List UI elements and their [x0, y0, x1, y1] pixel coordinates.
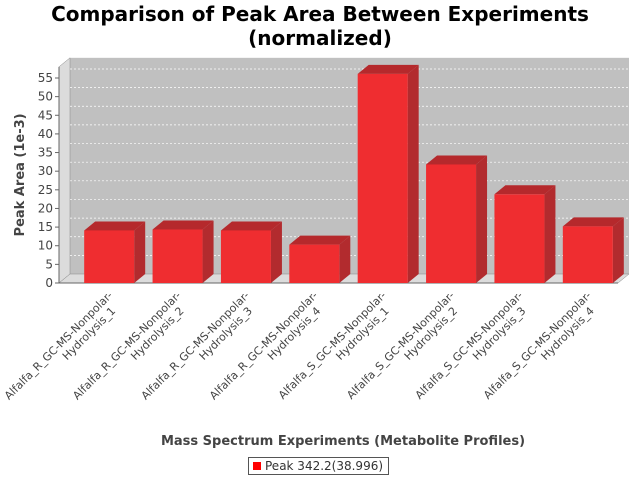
bar-top [152, 220, 214, 230]
bar-front [494, 194, 545, 283]
bar-side [134, 221, 146, 283]
y-tick-label: 35 [38, 146, 53, 160]
bar [84, 221, 146, 283]
y-tick-label: 15 [38, 220, 53, 234]
y-tick-label: 5 [45, 257, 53, 271]
bar-front [562, 226, 613, 283]
x-axis-label: Mass Spectrum Experiments (Metabolite Pr… [161, 434, 525, 449]
bar [289, 235, 351, 283]
y-tick-label: 45 [38, 108, 53, 122]
y-tick-label: 0 [45, 276, 53, 290]
bar [357, 64, 419, 284]
bar-side [407, 64, 419, 284]
bar-front [152, 229, 203, 283]
plot-left-wall [58, 57, 71, 284]
bar-top [289, 235, 351, 245]
bar-top [562, 217, 624, 227]
chart-title: Comparison of Peak Area Between Experime… [0, 2, 640, 50]
y-tick-label: 25 [38, 183, 53, 197]
bar-side [270, 221, 282, 283]
bar-front [289, 244, 340, 283]
legend-swatch [253, 462, 261, 470]
bar-side [612, 217, 624, 283]
bar [152, 220, 214, 283]
bar-side [544, 185, 556, 283]
bar-side [202, 220, 214, 283]
bar-top [426, 155, 488, 165]
bar-top [220, 221, 282, 231]
chart-title-line-2: (normalized) [248, 26, 392, 50]
bar [426, 155, 488, 283]
y-tick-label: 55 [38, 71, 53, 85]
x-tick-label: Alfalfa_R_GC-MS-Nonpolar-Hydrolysis_1 [2, 289, 125, 412]
chart-title-line-1: Comparison of Peak Area Between Experime… [51, 2, 589, 26]
y-tick-label: 30 [38, 164, 53, 178]
legend: Peak 342.2(38.996) [248, 457, 390, 475]
bar [562, 217, 624, 283]
bar-side [339, 235, 351, 283]
bar-top [84, 221, 146, 231]
bar-top [494, 185, 556, 195]
y-tick-label: 20 [38, 201, 53, 215]
bar-side [476, 155, 488, 283]
bar [220, 221, 282, 283]
bar [494, 185, 556, 283]
legend-label: Peak 342.2(38.996) [265, 459, 384, 473]
bar-front [220, 230, 271, 283]
bar-front [84, 230, 135, 283]
bar-front [426, 164, 477, 283]
y-axis-label: Peak Area (1e-3) [13, 113, 28, 236]
y-tick-label: 40 [38, 127, 53, 141]
bar-front [357, 73, 408, 284]
bar-top [357, 64, 419, 74]
y-tick-label: 10 [38, 239, 53, 253]
y-tick-label: 50 [38, 90, 53, 104]
